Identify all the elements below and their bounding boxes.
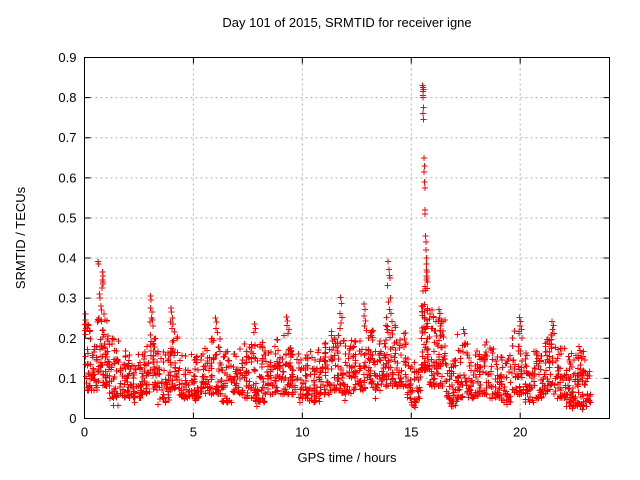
y-tick-label: 0.8 bbox=[58, 90, 76, 105]
y-tick-label: 0.5 bbox=[58, 210, 76, 225]
grid-lines bbox=[85, 58, 609, 418]
x-axis-label: GPS time / hours bbox=[298, 450, 397, 465]
x-tick-label: 10 bbox=[295, 425, 309, 440]
y-tick-label: 0.3 bbox=[58, 291, 76, 306]
y-tick-label: 0.9 bbox=[58, 50, 76, 65]
y-tick-label: 0.7 bbox=[58, 130, 76, 145]
y-tick-label: 0.2 bbox=[58, 331, 76, 346]
x-tick-labels: 0 5 10 15 20 bbox=[81, 425, 528, 440]
y-tick-label: 0.1 bbox=[58, 371, 76, 386]
data-points bbox=[82, 82, 594, 413]
y-tick-label: 0.6 bbox=[58, 170, 76, 185]
x-tick-label: 20 bbox=[513, 425, 527, 440]
y-axis-label: SRMTID / TECUs bbox=[13, 186, 28, 289]
plot-border bbox=[84, 57, 610, 419]
chart-title: Day 101 of 2015, SRMTID for receiver ign… bbox=[222, 15, 471, 30]
x-tick-label: 0 bbox=[81, 425, 88, 440]
x-tick-label: 15 bbox=[404, 425, 418, 440]
y-tick-labels: 0 0.1 0.2 0.3 0.4 0.5 0.6 0.7 0.8 0.9 bbox=[58, 50, 76, 426]
y-tick-label: 0.4 bbox=[58, 251, 76, 266]
y-tick-label: 0 bbox=[69, 411, 76, 426]
x-tick-label: 5 bbox=[190, 425, 197, 440]
